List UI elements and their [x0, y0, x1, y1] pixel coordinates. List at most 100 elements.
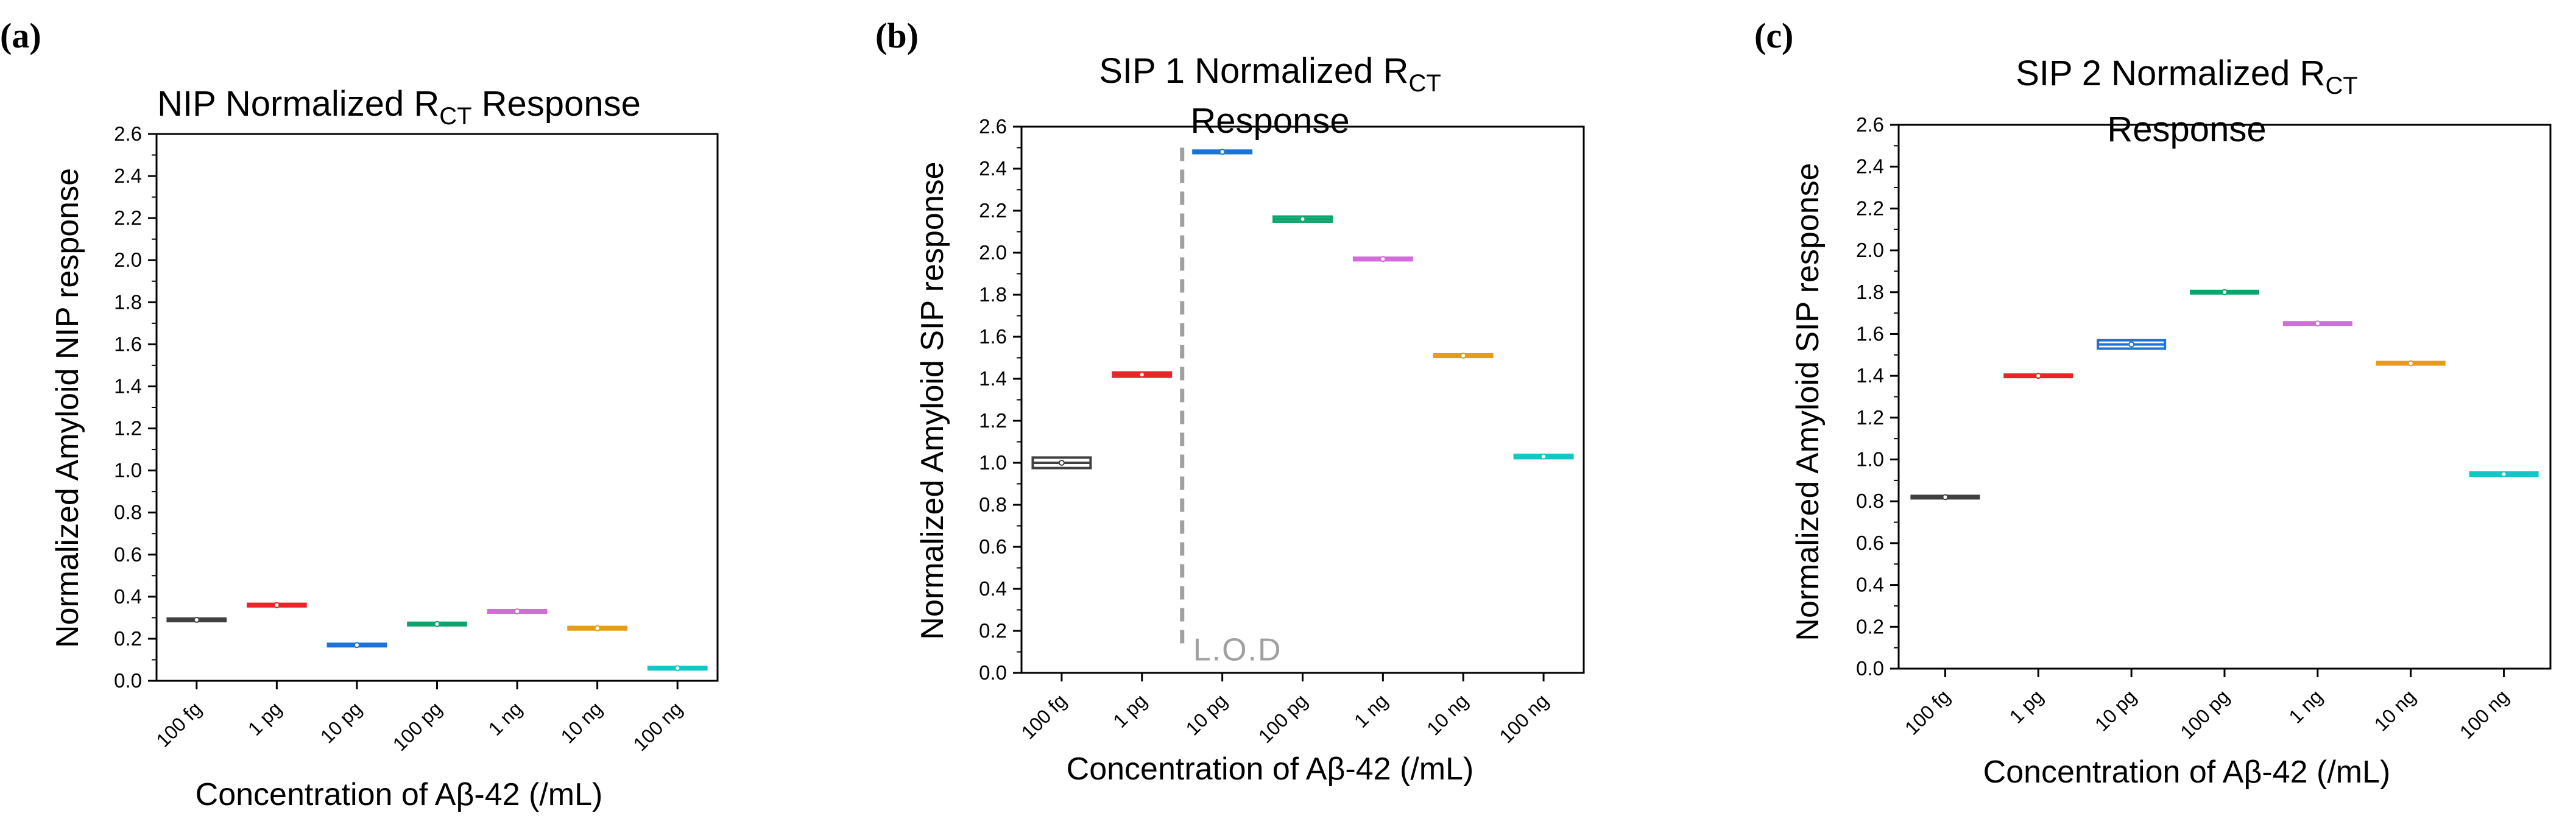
panel-b-plot: 0.0 0.2 0.4 0.6 0.8 1.0 1.2 1.4 1.6 1.8 2.0 2.2 2.4 2…	[979, 115, 1585, 747]
panel-b-xtick-label: 1 pg	[1109, 689, 1151, 731]
panel-a-ytick-label: 2.0	[114, 248, 142, 271]
panel-b-mean-5	[1460, 353, 1467, 359]
panel-c-mean-0	[1942, 494, 1949, 501]
panel-a-xtick-label: 1 ng	[484, 697, 526, 739]
panel-a-ytick-label: 2.4	[114, 164, 142, 187]
panel-b-ytick-label: 1.2	[979, 409, 1007, 432]
panel-a-ytick-label: 1.0	[114, 459, 142, 482]
panel-b-xtick-label: 100 pg	[1254, 689, 1312, 747]
panel-b: (b) SIP 1 Normalized RCT Response Normal…	[875, 16, 1473, 787]
panel-a-mean-2	[353, 642, 360, 649]
panel-b-ytick-label: 1.8	[979, 283, 1007, 306]
panel-a-mean-0	[193, 616, 200, 623]
panel-c-plot: 0.0 0.2 0.4 0.6 0.8 1.0 1.2 1.4 1.6 1.8 2.0 2.2 2.4 2…	[1856, 113, 2552, 743]
panel-b-title: SIP 1 Normalized RCT	[1099, 51, 1441, 97]
panel-c-ytick-label: 0.6	[1856, 532, 1884, 554]
panel-c-ytick-label: 1.8	[1856, 281, 1884, 303]
panel-a-mean-3	[434, 621, 440, 627]
plot-layer: 0.0 0.2 0.4 0.6 0.8 1.0 1.2 1.4 1.6 1.8 2.0 2.2 2.4 2…	[114, 113, 2552, 755]
panel-a-ylabel: Normalized Amyloid NIP response	[50, 168, 85, 648]
panel-b-ytick-label: 0.4	[979, 577, 1007, 600]
panel-a-mean-4	[514, 608, 521, 615]
panel-a-ytick-label: 0.8	[114, 501, 142, 524]
panel-b-xtick-label: 10 ng	[1422, 689, 1472, 739]
panel-c-ytick-label: 0.8	[1856, 490, 1884, 512]
panel-a-ytick-label: 0.2	[114, 627, 142, 650]
panel-b-axes-frame	[1020, 125, 1585, 674]
panel-c-title: SIP 2 Normalized RCT	[2016, 54, 2358, 99]
panel-c-ytick-label: 2.2	[1856, 197, 1884, 219]
panel-c-ytick-label: 1.0	[1856, 448, 1884, 471]
panel-c-mean-6	[2500, 471, 2507, 477]
panel-b-mean-4	[1380, 256, 1386, 262]
panel-b-ytick-label: 1.4	[979, 367, 1007, 390]
panel-a-axes-frame	[155, 133, 719, 682]
panel-c-ylabel: Normalized Amyloid SIP response	[1790, 163, 1826, 641]
panel-b-ytick-label: 0.2	[979, 619, 1007, 642]
panel-b-ytick-label: 0.8	[979, 493, 1007, 516]
panel-b-xtick-label: 100 fg	[1017, 689, 1071, 743]
panel-b-xtick-label: 1 ng	[1350, 689, 1392, 731]
panel-b-mean-1	[1138, 371, 1145, 378]
panel-b-title-line2: Response	[1190, 101, 1349, 141]
panel-a-xtick-label: 100 ng	[629, 697, 687, 755]
panel-c-xtick-label: 1 ng	[2284, 685, 2326, 727]
panel-c-xtick-label: 100 fg	[1900, 685, 1954, 739]
panel-b-lod-label: L.O.D	[1193, 632, 1282, 667]
panel-a-xtick-label: 10 ng	[557, 697, 607, 747]
panel-c-label: (c)	[1754, 16, 1793, 55]
panel-a-title: NIP Normalized RCT Response	[157, 84, 641, 130]
panel-c-xtick-label: 1 pg	[2005, 685, 2047, 727]
panel-a-ytick-label: 2.2	[114, 206, 142, 229]
panel-b-ytick-label: 1.0	[979, 451, 1007, 474]
panel-a-xtick-label: 1 pg	[244, 697, 286, 739]
panel-c-ytick-label: 1.6	[1856, 322, 1884, 345]
panel-c-mean-2	[2128, 341, 2135, 348]
panel-b-mean-6	[1540, 453, 1547, 460]
panel-a-plot: 0.0 0.2 0.4 0.6 0.8 1.0 1.2 1.4 1.6 1.8 2.0 2.2 2.4 2…	[114, 122, 719, 755]
panel-a-ytick-label: 2.6	[114, 122, 142, 145]
panel-c-title-line2: Response	[2107, 110, 2266, 149]
panel-a-xtick-label: 10 pg	[316, 697, 366, 747]
panel-a-mean-1	[273, 602, 280, 608]
panel-c-mean-5	[2407, 360, 2414, 367]
panel-a-label: (a)	[0, 16, 41, 55]
panel-b-ytick-label: 1.6	[979, 325, 1007, 348]
panel-a-ytick-label: 0.4	[114, 585, 142, 608]
panel-a-ytick-label: 1.6	[114, 332, 142, 355]
panel-a: (a) NIP Normalized RCT Response Normaliz…	[0, 16, 641, 812]
panel-c-ytick-label: 1.4	[1856, 364, 1884, 387]
panel-c-ytick-label: 0.0	[1856, 657, 1884, 680]
panel-c-ytick-label: 0.2	[1856, 615, 1884, 638]
panel-b-ytick-label: 0.0	[979, 661, 1007, 684]
panel-c-mean-4	[2314, 320, 2321, 327]
panel-a-ytick-label: 0.0	[114, 669, 142, 692]
panel-a-ytick-label: 0.6	[114, 543, 142, 566]
panel-a-xlabel: Concentration of Aβ-42 (/mL)	[196, 777, 603, 812]
panel-c-xtick-label: 10 ng	[2370, 685, 2420, 735]
panel-b-ytick-label: 2.0	[979, 241, 1007, 264]
panel-b-xlabel: Concentration of Aβ-42 (/mL)	[1067, 751, 1474, 787]
panel-a-mean-5	[594, 625, 601, 631]
panel-b-label: (b)	[875, 16, 919, 55]
panel-c-ytick-label: 2.0	[1856, 239, 1884, 261]
panel-b-ytick-label: 0.6	[979, 535, 1007, 558]
panel-c-ytick-label: 0.4	[1856, 574, 1884, 596]
panel-b-mean-2	[1219, 149, 1226, 155]
panel-b-xtick-label: 10 pg	[1182, 689, 1232, 739]
panel-b-ytick-label: 2.4	[979, 157, 1007, 180]
panel-c-ytick-label: 2.6	[1856, 113, 1884, 136]
panel-a-ytick-label: 1.4	[114, 375, 142, 397]
panel-c-xtick-label: 100 ng	[2455, 685, 2513, 743]
panel-b-ylabel: Normalized Amyloid SIP response	[915, 161, 950, 639]
panel-a-ytick-label: 1.2	[114, 417, 142, 440]
panel-a-xtick-label: 100 pg	[389, 697, 446, 755]
panel-c-mean-3	[2221, 289, 2228, 295]
panel-c-axes-frame	[1897, 124, 2552, 670]
panel-a-ytick-label: 1.8	[114, 290, 142, 313]
panel-c-xtick-label: 100 pg	[2176, 685, 2234, 743]
panel-c-ytick-label: 2.4	[1856, 155, 1884, 178]
panel-b-ytick-label: 2.2	[979, 199, 1007, 222]
panel-c-mean-1	[2035, 373, 2042, 379]
